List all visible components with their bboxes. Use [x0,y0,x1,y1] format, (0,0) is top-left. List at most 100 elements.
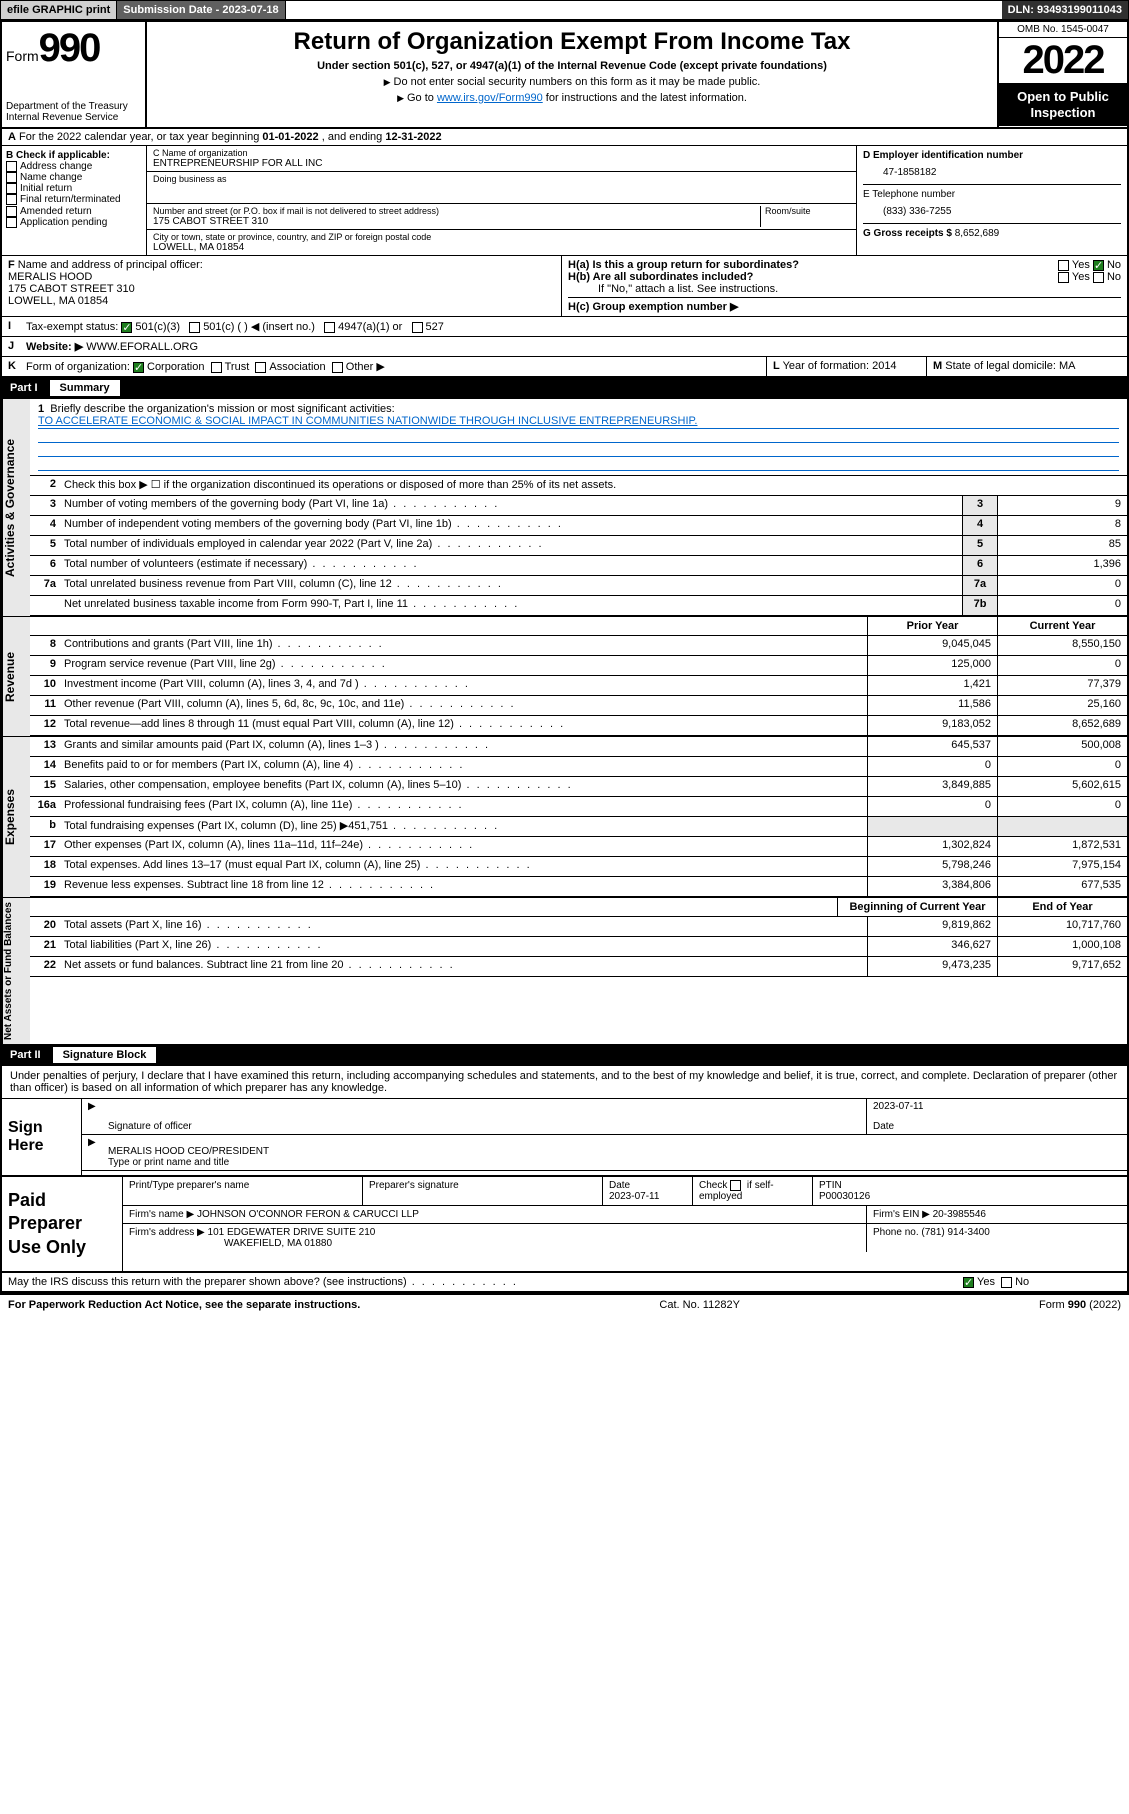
telephone: (833) 336-7255 [883,206,1121,217]
chk-501c[interactable] [189,322,200,333]
city: LOWELL, MA 01854 [153,242,850,253]
chk-assoc[interactable] [255,362,266,373]
row-f-h: F Name and address of principal officer:… [2,256,1127,317]
gross-receipts: 8,652,689 [955,228,1000,239]
street: 175 CABOT STREET 310 [153,216,760,227]
col-headers-2: Beginning of Current YearEnd of Year [30,898,1127,917]
submission-date: Submission Date - 2023-07-18 [117,1,285,19]
line-5: 5Total number of individuals employed in… [30,536,1127,556]
chk-self-employed[interactable] [730,1180,741,1191]
line-14: 14Benefits paid to or for members (Part … [30,757,1127,777]
line-3: 3Number of voting members of the governi… [30,496,1127,516]
section-netassets: Net Assets or Fund Balances [2,898,30,1044]
firm-name: JOHNSON O'CONNOR FERON & CARUCCI LLP [197,1209,419,1220]
part-1-header: Part ISummary [2,377,1127,399]
chk-final-return[interactable] [6,194,17,205]
chk-527[interactable] [412,322,423,333]
chk-hb-yes[interactable] [1058,272,1069,283]
form-title: Return of Organization Exempt From Incom… [157,28,987,56]
mission-text: TO ACCELERATE ECONOMIC & SOCIAL IMPACT I… [38,415,1119,429]
sig-date: 2023-07-11 [873,1101,1121,1112]
tax-year: 2022 [999,38,1127,83]
ssn-note: Do not enter social security numbers on … [157,76,987,88]
part-2-header: Part IISignature Block [2,1044,1127,1066]
form-section: Under section 501(c), 527, or 4947(a)(1)… [157,60,987,72]
line-9: 9Program service revenue (Part VIII, lin… [30,656,1127,676]
prep-date: 2023-07-11 [609,1191,659,1202]
mission: 1 Briefly describe the organization's mi… [30,399,1127,476]
form-990: Form990 Department of the Treasury Inter… [0,20,1129,1295]
line-18: 18Total expenses. Add lines 13–17 (must … [30,857,1127,877]
chk-ha-no[interactable] [1093,260,1104,271]
officer-signed: MERALIS HOOD CEO/PRESIDENT [108,1146,1121,1157]
row-j-website: J Website: ▶ WWW.EFORALL.ORG [2,337,1127,357]
chk-address-change[interactable] [6,161,17,172]
sig-declaration: Under penalties of perjury, I declare th… [2,1066,1127,1099]
form-number: 990 [39,26,100,70]
line-16a: 16aProfessional fundraising fees (Part I… [30,797,1127,817]
col-b-checkboxes: B Check if applicable: Address change Na… [2,146,147,255]
ptin: P00030126 [819,1191,870,1202]
chk-initial-return[interactable] [6,183,17,194]
header-grid: B Check if applicable: Address change Na… [2,146,1127,256]
section-activities: Activities & Governance [2,399,30,616]
line-13: 13Grants and similar amounts paid (Part … [30,737,1127,757]
sign-here: Sign Here ▶ Signature of officer 2023-07… [2,1099,1127,1177]
section-revenue: Revenue [2,617,30,736]
chk-501c3[interactable] [121,322,132,333]
sig-arrow-icon: ▶ [82,1099,102,1134]
line-6: 6Total number of volunteers (estimate if… [30,556,1127,576]
year-formation: 2014 [872,360,896,372]
line-10: 10Investment income (Part VIII, column (… [30,676,1127,696]
form-word: Form [6,48,39,64]
omb-number: OMB No. 1545-0047 [999,22,1127,38]
topbar: efile GRAPHIC print Submission Date - 20… [0,0,1129,20]
chk-discuss-no[interactable] [1001,1277,1012,1288]
line-b: bTotal fundraising expenses (Part IX, co… [30,817,1127,837]
line-20: 20Total assets (Part X, line 16)9,819,86… [30,917,1127,937]
chk-app-pending[interactable] [6,217,17,228]
firm-addr2: WAKEFIELD, MA 01880 [224,1238,332,1249]
line-: Net unrelated business taxable income fr… [30,596,1127,616]
chk-discuss-yes[interactable] [963,1277,974,1288]
discuss-row: May the IRS discuss this return with the… [2,1273,1127,1293]
line-22: 22Net assets or fund balances. Subtract … [30,957,1127,977]
chk-name-change[interactable] [6,172,17,183]
dln: DLN: 93493199011043 [1002,1,1128,19]
chk-4947[interactable] [324,322,335,333]
chk-trust[interactable] [211,362,222,373]
line-8: 8Contributions and grants (Part VIII, li… [30,636,1127,656]
line-15: 15Salaries, other compensation, employee… [30,777,1127,797]
col-d-ein: D Employer identification number 47-1858… [857,146,1127,255]
col-c-org-info: C Name of organizationENTREPRENEURSHIP F… [147,146,857,255]
line-7a: 7aTotal unrelated business revenue from … [30,576,1127,596]
form-header: Form990 Department of the Treasury Inter… [2,22,1127,129]
officer-name: MERALIS HOOD [8,271,92,283]
chk-other[interactable] [332,362,343,373]
row-k-l-m: K Form of organization: Corporation Trus… [2,357,1127,377]
line-11: 11Other revenue (Part VIII, column (A), … [30,696,1127,716]
line-21: 21Total liabilities (Part X, line 26)346… [30,937,1127,957]
dept-treasury: Department of the Treasury Internal Reve… [6,101,141,123]
chk-amended[interactable] [6,206,17,217]
row-i-tax-status: I Tax-exempt status: 501(c)(3) 501(c) ( … [2,317,1127,337]
sig-arrow-icon-2: ▶ [82,1135,102,1170]
chk-ha-yes[interactable] [1058,260,1069,271]
website: WWW.EFORALL.ORG [86,341,198,353]
org-name: ENTREPRENEURSHIP FOR ALL INC [153,158,850,169]
firm-ein: 20-3985546 [933,1209,986,1220]
line-12: 12Total revenue—add lines 8 through 11 (… [30,716,1127,736]
col-headers-1: Prior YearCurrent Year [30,617,1127,636]
ein: 47-1858182 [883,167,1121,178]
efile-print-button[interactable]: efile GRAPHIC print [1,1,117,19]
firm-phone: (781) 914-3400 [921,1227,989,1238]
paid-preparer: Paid Preparer Use Only Print/Type prepar… [2,1177,1127,1273]
chk-hb-no[interactable] [1093,272,1104,283]
chk-corp[interactable] [133,362,144,373]
line-19: 19Revenue less expenses. Subtract line 1… [30,877,1127,897]
footer: For Paperwork Reduction Act Notice, see … [0,1295,1129,1315]
section-expenses: Expenses [2,737,30,897]
irs-link[interactable]: www.irs.gov/Form990 [437,92,543,104]
domicile: MA [1059,360,1076,372]
open-inspection: Open to Public Inspection [999,83,1127,126]
